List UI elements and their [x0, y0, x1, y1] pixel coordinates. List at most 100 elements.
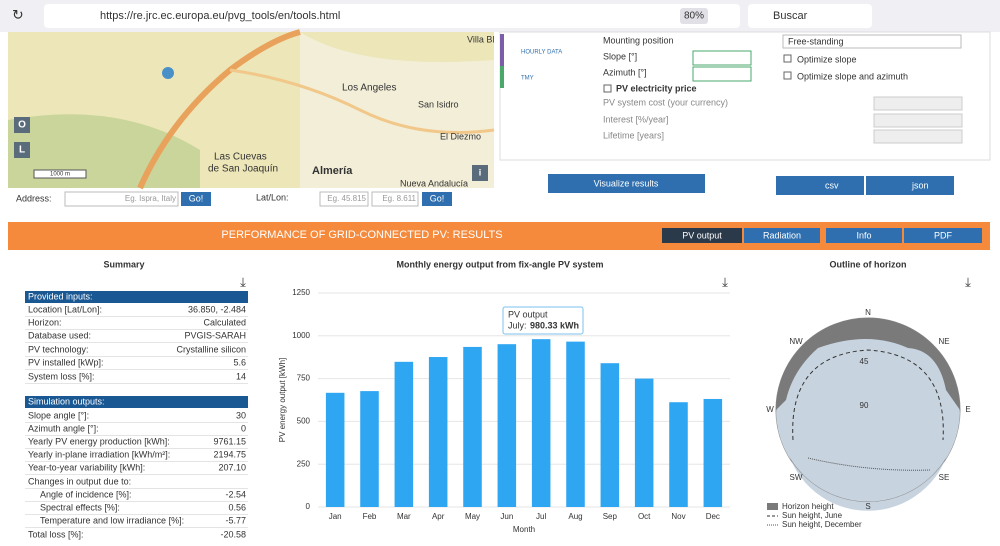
map-button-label: L	[19, 145, 25, 156]
checkbox[interactable]	[603, 84, 612, 93]
bar	[325, 392, 345, 507]
address-label: Address:	[16, 193, 52, 203]
row-label: PV technology:	[28, 344, 89, 354]
button-label: json	[911, 180, 929, 190]
row-value: 207.10	[218, 462, 246, 472]
bar	[600, 363, 620, 507]
download[interactable]: ⤓	[965, 274, 971, 289]
compass-label: S	[865, 502, 870, 511]
go-button[interactable]	[422, 192, 452, 206]
y-tick-label: 250	[297, 459, 311, 468]
bar	[531, 339, 551, 507]
row-value: Crystalline silicon	[176, 344, 246, 354]
row-label: PV installed [kWp]:	[28, 357, 104, 367]
tab-button[interactable]	[662, 228, 742, 243]
go-button[interactable]	[181, 192, 211, 206]
map-button[interactable]	[14, 117, 30, 133]
tab[interactable]: HOURLY DATA	[521, 50, 562, 56]
x-tick-label: Sep	[603, 512, 618, 521]
compass-label: 90	[860, 401, 869, 410]
search-box[interactable]	[748, 4, 872, 28]
info-button[interactable]	[472, 165, 488, 181]
compass-label: W	[766, 405, 774, 414]
x-tick-label: Feb	[363, 512, 377, 521]
row-label: Changes in output due to:	[28, 476, 131, 486]
compass-label: SW	[790, 473, 803, 482]
tab-marker	[500, 34, 504, 86]
tab-button[interactable]	[744, 228, 820, 243]
horizon-title: Outline of horizon	[830, 259, 907, 269]
tab-marker	[500, 66, 504, 88]
field-label: Mounting position	[603, 35, 674, 45]
row-label: Spectral effects [%]:	[40, 502, 120, 512]
check-label: Optimize slope and azimuth	[797, 71, 908, 81]
url-bar[interactable]	[44, 4, 740, 28]
tab-button[interactable]	[904, 228, 982, 243]
checkbox[interactable]	[783, 71, 792, 80]
csv-button[interactable]	[776, 176, 864, 195]
input[interactable]	[873, 96, 963, 111]
field-label: PV electricity price	[616, 83, 697, 93]
y-tick-label: 1000	[292, 331, 310, 340]
map-label: San Isidro	[418, 99, 459, 109]
x-tick-label: Aug	[568, 512, 582, 521]
map-button[interactable]	[14, 142, 30, 158]
map-button-label: O	[18, 120, 26, 131]
azimuth-input[interactable]	[692, 66, 752, 82]
bar	[463, 346, 482, 507]
x-tick-label: Oct	[638, 512, 651, 521]
info-label: i	[479, 167, 482, 177]
download[interactable]: ⤓	[240, 274, 246, 289]
input[interactable]	[873, 113, 963, 128]
chart-title: Monthly energy output from fix-angle PV …	[396, 259, 603, 269]
url: https://re.jrc.ec.europa.eu/pvg_tools/en…	[100, 10, 340, 22]
bar	[394, 361, 414, 507]
zoom: 80%	[684, 11, 704, 22]
marker	[162, 67, 174, 79]
row-value: -5.77	[225, 515, 246, 525]
x-tick-label: Jan	[329, 512, 342, 521]
field-label: Azimuth [°]	[603, 67, 647, 77]
field-label: Lifetime [years]	[603, 130, 664, 140]
lon-input[interactable]	[371, 191, 419, 207]
json-button[interactable]	[866, 176, 954, 195]
tab-button[interactable]	[826, 228, 902, 243]
section-header	[25, 291, 248, 303]
legend-label: Horizon height	[782, 502, 834, 511]
visualize-button[interactable]	[548, 174, 705, 193]
select-value: Free-standing	[788, 36, 844, 46]
row-value: Calculated	[203, 317, 246, 327]
tooltip	[502, 306, 584, 335]
bar	[497, 344, 517, 507]
select[interactable]	[782, 34, 962, 49]
row-value: 5.6	[233, 357, 246, 367]
x-axis-label: Month	[513, 525, 535, 534]
lat-input[interactable]	[319, 191, 369, 207]
x-tick-label: Mar	[397, 512, 411, 521]
tab[interactable]: TMY	[521, 76, 534, 82]
x-tick-label: Apr	[432, 512, 445, 521]
input[interactable]	[873, 129, 963, 144]
bar	[703, 398, 723, 507]
legend-label: Sun height, June	[782, 511, 843, 520]
row-label: Simulation outputs:	[28, 396, 105, 406]
compass-label: NW	[789, 337, 803, 346]
row-value: 0	[241, 423, 246, 433]
y-axis-label: PV energy output [kWh]	[278, 358, 287, 443]
checkbox[interactable]	[783, 54, 792, 63]
row-value: 30	[236, 410, 246, 420]
row-value: 36.850, -2.484	[188, 304, 246, 314]
slope-input[interactable]	[692, 50, 752, 66]
search: Buscar	[773, 10, 808, 22]
download[interactable]: ⤓	[722, 274, 728, 289]
zoom-box[interactable]	[680, 8, 708, 24]
row-label: Location [Lat/Lon]:	[28, 304, 102, 314]
section-header	[25, 396, 248, 408]
compass-label: SE	[939, 473, 950, 482]
tab-label: Info	[856, 230, 871, 240]
address-input[interactable]	[64, 191, 179, 207]
reload[interactable]: ↻	[12, 7, 24, 23]
